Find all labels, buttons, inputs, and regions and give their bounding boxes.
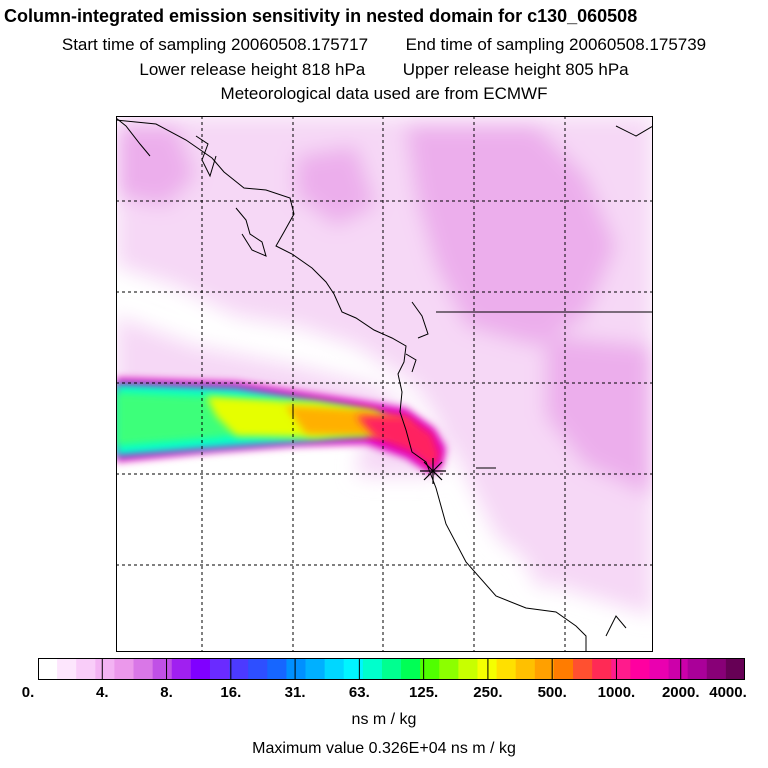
colorbar-cell xyxy=(611,658,631,680)
colorbar-cell xyxy=(114,658,135,680)
colorbar-cell xyxy=(496,658,517,680)
colorbar-tick-label: 4. xyxy=(96,684,109,701)
colorbar xyxy=(38,658,745,680)
colorbar-tick-label: 2000. xyxy=(661,684,700,701)
colorbar-cell xyxy=(458,658,479,680)
emission-plume xyxy=(116,378,446,474)
colorbar-cell xyxy=(477,658,498,680)
colorbar-frame xyxy=(38,658,745,680)
colorbar-cell xyxy=(592,658,612,680)
colorbar-cell xyxy=(171,658,192,680)
colorbar-cell xyxy=(190,658,211,680)
colorbar-tick-label: 250. xyxy=(473,684,503,701)
start-time-label: Start time of sampling xyxy=(61,35,227,54)
end-time-value: 20060508.175739 xyxy=(569,35,707,54)
colorbar-cell xyxy=(133,658,154,680)
colorbar-cell xyxy=(229,658,249,680)
map-title: Column-integrated emission sensitivity i… xyxy=(4,6,638,26)
colorbar-cell xyxy=(209,658,230,680)
colorbar-unit: ns m / kg xyxy=(351,711,417,728)
upper-release-value: 805 hPa xyxy=(565,60,629,79)
colorbar-tick-label: 500. xyxy=(537,684,567,701)
colorbar-cell xyxy=(706,658,727,680)
colorbar-cell xyxy=(553,658,574,680)
colorbar-cell xyxy=(152,658,173,680)
sampling-times: Start time of sampling 20060508.175717 E… xyxy=(0,35,768,55)
colorbar-cell xyxy=(687,658,708,680)
colorbar-tick-labels: 0. 4. 8. 16. 31. 63. 125. 250. 500. 1000. 2000. 400… xyxy=(0,684,768,704)
colorbar-tick-label: 16. xyxy=(220,684,242,701)
colorbar-cell xyxy=(286,658,307,680)
colorbar-cell xyxy=(668,658,689,680)
colorbar-cell xyxy=(267,658,288,680)
colorbar-cell xyxy=(649,658,670,680)
colorbar-cell xyxy=(381,658,402,680)
colorbar-cell xyxy=(76,658,96,680)
receptor-marker xyxy=(420,458,446,484)
end-time-label: End time of sampling xyxy=(405,35,565,54)
met-data-source: Meteorological data used are from ECMWF xyxy=(220,84,548,103)
colorbar-tick-label: 1000. xyxy=(597,684,636,701)
colorbar-cell xyxy=(343,658,364,680)
colorbar-cell xyxy=(324,658,345,680)
colorbar-tick-label: 125. xyxy=(409,684,439,701)
colorbar-tick-label: 8. xyxy=(160,684,173,701)
lower-release-label: Lower release height xyxy=(139,60,298,79)
colorbar-cell xyxy=(305,658,326,680)
map-frame xyxy=(116,116,653,652)
maximum-value: Maximum value 0.326E+04 ns m / kg xyxy=(252,740,516,757)
colorbar-cell xyxy=(630,658,651,680)
grid-lines xyxy=(116,116,653,652)
colorbar-cell xyxy=(95,658,116,680)
colorbar-cell xyxy=(248,658,268,680)
coastlines xyxy=(116,117,653,652)
colorbar-cell xyxy=(725,658,745,680)
colorbar-cells xyxy=(38,658,745,680)
colorbar-cell xyxy=(57,658,77,680)
lower-release-value: 818 hPa xyxy=(301,60,366,79)
colorbar-tick-label: 4000. xyxy=(709,684,747,701)
colorbar-cell xyxy=(420,658,440,680)
sensitivity-map xyxy=(116,116,653,652)
colorbar-cell xyxy=(362,658,383,680)
release-heights: Lower release height 818 hPa Upper relea… xyxy=(0,60,768,80)
colorbar-tick-label: 0. xyxy=(21,684,35,701)
colorbar-tick-label: 31. xyxy=(284,684,306,701)
colorbar-tick-label: 63. xyxy=(348,684,370,701)
start-time-value: 20060508.175717 xyxy=(231,35,369,54)
colorbar-cell xyxy=(38,658,58,680)
colorbar-cell xyxy=(573,658,593,680)
colorbar-cell xyxy=(534,658,555,680)
colorbar-cell xyxy=(515,658,536,680)
colorbar-cell xyxy=(401,658,421,680)
colorbar-cell xyxy=(439,658,459,680)
upper-release-label: Upper release height xyxy=(402,60,561,79)
